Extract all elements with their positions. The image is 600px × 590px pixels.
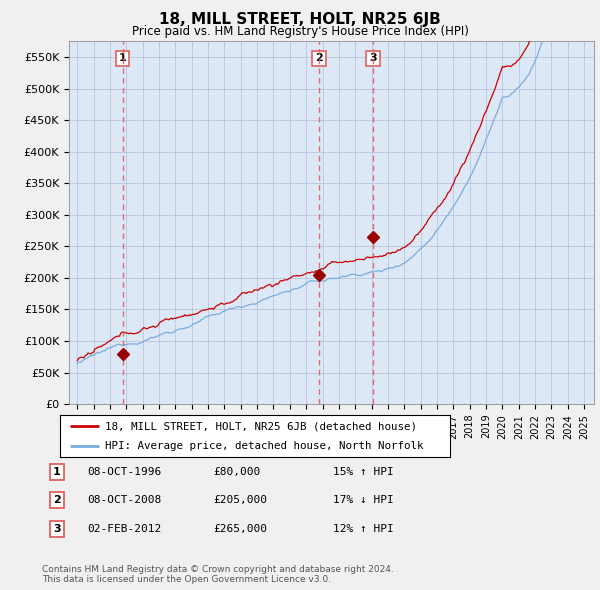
Text: Contains HM Land Registry data © Crown copyright and database right 2024.
This d: Contains HM Land Registry data © Crown c… <box>42 565 394 584</box>
Text: 2: 2 <box>53 496 61 505</box>
Text: Price paid vs. HM Land Registry's House Price Index (HPI): Price paid vs. HM Land Registry's House … <box>131 25 469 38</box>
Text: 1: 1 <box>119 53 127 63</box>
Text: 08-OCT-2008: 08-OCT-2008 <box>87 496 161 505</box>
Text: 08-OCT-1996: 08-OCT-1996 <box>87 467 161 477</box>
Text: 15% ↑ HPI: 15% ↑ HPI <box>333 467 394 477</box>
Text: £205,000: £205,000 <box>213 496 267 505</box>
Text: 02-FEB-2012: 02-FEB-2012 <box>87 524 161 533</box>
Text: £265,000: £265,000 <box>213 524 267 533</box>
Text: 2: 2 <box>315 53 323 63</box>
Text: 1: 1 <box>53 467 61 477</box>
Text: 17% ↓ HPI: 17% ↓ HPI <box>333 496 394 505</box>
Text: 12% ↑ HPI: 12% ↑ HPI <box>333 524 394 533</box>
Text: HPI: Average price, detached house, North Norfolk: HPI: Average price, detached house, Nort… <box>105 441 424 451</box>
Text: 3: 3 <box>53 524 61 533</box>
Text: 18, MILL STREET, HOLT, NR25 6JB: 18, MILL STREET, HOLT, NR25 6JB <box>159 12 441 27</box>
Text: 3: 3 <box>369 53 377 63</box>
Text: 18, MILL STREET, HOLT, NR25 6JB (detached house): 18, MILL STREET, HOLT, NR25 6JB (detache… <box>105 421 417 431</box>
Text: £80,000: £80,000 <box>213 467 260 477</box>
